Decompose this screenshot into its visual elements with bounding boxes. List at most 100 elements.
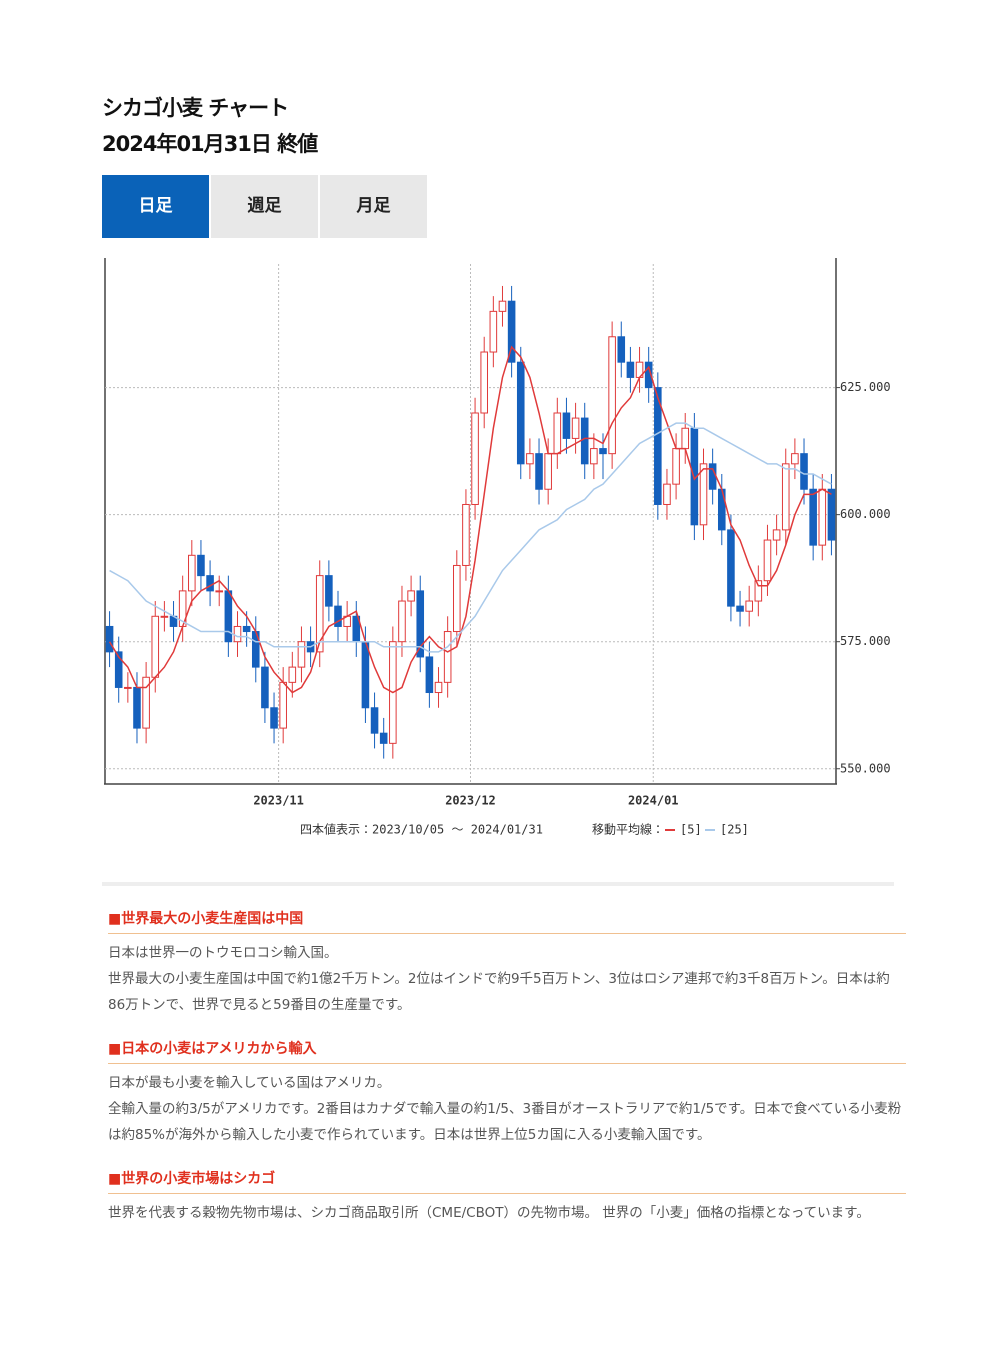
candle-body bbox=[672, 448, 680, 485]
tab[interactable]: 月足 bbox=[320, 175, 427, 238]
candle-body bbox=[644, 361, 653, 389]
candle-body bbox=[416, 590, 425, 658]
candle-body bbox=[434, 681, 443, 694]
candle-body bbox=[599, 448, 607, 455]
candle-body bbox=[562, 412, 571, 439]
candle-body bbox=[215, 590, 224, 593]
candle-body bbox=[407, 590, 415, 602]
tab[interactable]: 日足 bbox=[102, 175, 209, 238]
separator bbox=[102, 882, 894, 886]
candle-body bbox=[791, 453, 799, 465]
candle-body bbox=[699, 463, 708, 526]
candle-body bbox=[270, 707, 278, 729]
candle-body bbox=[370, 707, 379, 734]
range-label: 四本値表示：2023/10/05 〜 2024/01/31 bbox=[300, 822, 543, 837]
x-tick-label: 2023/12 bbox=[445, 794, 496, 808]
candle-body bbox=[398, 600, 406, 643]
candle-body bbox=[800, 453, 808, 490]
candle-body bbox=[453, 564, 461, 633]
candle-body bbox=[160, 615, 169, 618]
legend-title: 移動平均線： bbox=[592, 822, 664, 837]
paragraph: 全輸入量の約3/5がアメリカです。2番目はカナダで輸入量の約1/5、3番目がオー… bbox=[108, 1101, 902, 1143]
x-tick-label: 2024/01 bbox=[628, 794, 679, 808]
section: ■世界最大の小麦生産国は中国日本は世界一のトウモロコシ輸入国。世界最大の小麦生産… bbox=[108, 908, 906, 1018]
candle-body bbox=[590, 448, 598, 465]
candle-body bbox=[745, 600, 753, 612]
section: ■世界の小麦市場はシカゴ世界を代表する穀物先物市場は、シカゴ商品取引所（CME/… bbox=[108, 1168, 906, 1226]
candle-body bbox=[425, 656, 434, 694]
candle-body bbox=[727, 529, 735, 607]
candle-body bbox=[297, 641, 306, 668]
x-tick-label: 2023/11 bbox=[253, 794, 304, 808]
candle-body bbox=[736, 605, 744, 612]
chart: 四本値表示：2023/10/05 〜 2024/01/31 移動平均線： 550… bbox=[104, 258, 891, 837]
candle-body bbox=[498, 300, 507, 312]
legend-label: [5] bbox=[680, 823, 702, 837]
candle-body bbox=[206, 575, 214, 592]
candle-body bbox=[379, 732, 388, 744]
candle-body bbox=[516, 361, 525, 465]
candle-body bbox=[654, 387, 662, 505]
candle-body bbox=[480, 351, 488, 414]
candle-body bbox=[617, 336, 626, 363]
candle-body bbox=[334, 605, 342, 627]
candle-body bbox=[772, 529, 781, 541]
candle-body bbox=[315, 575, 324, 653]
paragraph: 日本は世界一のトウモロコシ輸入国。 bbox=[108, 945, 338, 961]
candle-body bbox=[151, 615, 160, 678]
paragraph: 世界最大の小麦生産国は中国で約1億2千万トン。2位はインドで約9千5百万トン、3… bbox=[108, 971, 890, 1013]
y-tick-label: 575.000 bbox=[840, 634, 891, 648]
candle-body bbox=[507, 300, 516, 363]
candle-body bbox=[818, 488, 827, 546]
candle-body bbox=[462, 503, 470, 566]
candle-body bbox=[124, 686, 132, 689]
candle-body bbox=[681, 427, 690, 450]
candle-body bbox=[827, 488, 836, 541]
candle-body bbox=[608, 336, 616, 455]
candle-body bbox=[279, 681, 287, 729]
candle-body bbox=[197, 554, 205, 577]
y-tick-label: 600.000 bbox=[840, 507, 891, 521]
moving-average-line bbox=[109, 422, 832, 653]
candle-body bbox=[105, 625, 114, 653]
candle-body bbox=[580, 417, 589, 465]
candle-body bbox=[224, 590, 233, 643]
sections: ■世界最大の小麦生産国は中国日本は世界一のトウモロコシ輸入国。世界最大の小麦生産… bbox=[108, 908, 906, 1246]
candle-body bbox=[443, 631, 452, 683]
candle-body bbox=[763, 539, 772, 582]
candle-body bbox=[233, 625, 242, 643]
section-heading: ■世界最大の小麦生産国は中国 bbox=[108, 908, 906, 934]
candle-body bbox=[261, 666, 269, 709]
paragraph: 世界を代表する穀物先物市場は、シカゴ商品取引所（CME/CBOT）の先物市場。 … bbox=[108, 1205, 870, 1221]
y-tick-label: 550.000 bbox=[840, 761, 891, 775]
candle-body bbox=[553, 412, 562, 455]
candle-body bbox=[361, 641, 370, 709]
candle-body bbox=[325, 575, 333, 607]
section-heading: ■世界の小麦市場はシカゴ bbox=[108, 1168, 906, 1194]
candle-body bbox=[526, 453, 534, 465]
page-subtitle: 2024年01月31日 終値 bbox=[102, 132, 318, 156]
candle-body bbox=[754, 580, 763, 602]
candle-body bbox=[809, 488, 817, 546]
candle-body bbox=[535, 453, 543, 490]
tab[interactable]: 週足 bbox=[211, 175, 318, 238]
candle-body bbox=[114, 651, 123, 688]
candle-body bbox=[781, 463, 790, 531]
moving-average-line bbox=[108, 345, 832, 694]
candle-body bbox=[708, 463, 717, 490]
candle-body bbox=[571, 417, 580, 439]
candle-body bbox=[142, 676, 150, 729]
candle-body bbox=[471, 412, 479, 505]
section: ■日本の小麦はアメリカから輸入 日本が最も小麦を輸入している国はアメリカ。 全輸入量… bbox=[108, 1038, 906, 1148]
candle-body bbox=[288, 666, 297, 683]
tab-bar: 日足 週足 月足 bbox=[102, 175, 427, 238]
section-heading: ■日本の小麦はアメリカから輸入 bbox=[108, 1038, 906, 1064]
legend-label: [25] bbox=[720, 823, 749, 837]
candle-body bbox=[188, 554, 196, 592]
y-tick-label: 625.000 bbox=[840, 380, 891, 394]
candle-body bbox=[489, 310, 498, 353]
candle-body bbox=[626, 361, 635, 378]
candle-body bbox=[242, 625, 251, 633]
page-title: シカゴ小麦 チャート bbox=[102, 96, 289, 120]
candle-body bbox=[133, 686, 141, 729]
